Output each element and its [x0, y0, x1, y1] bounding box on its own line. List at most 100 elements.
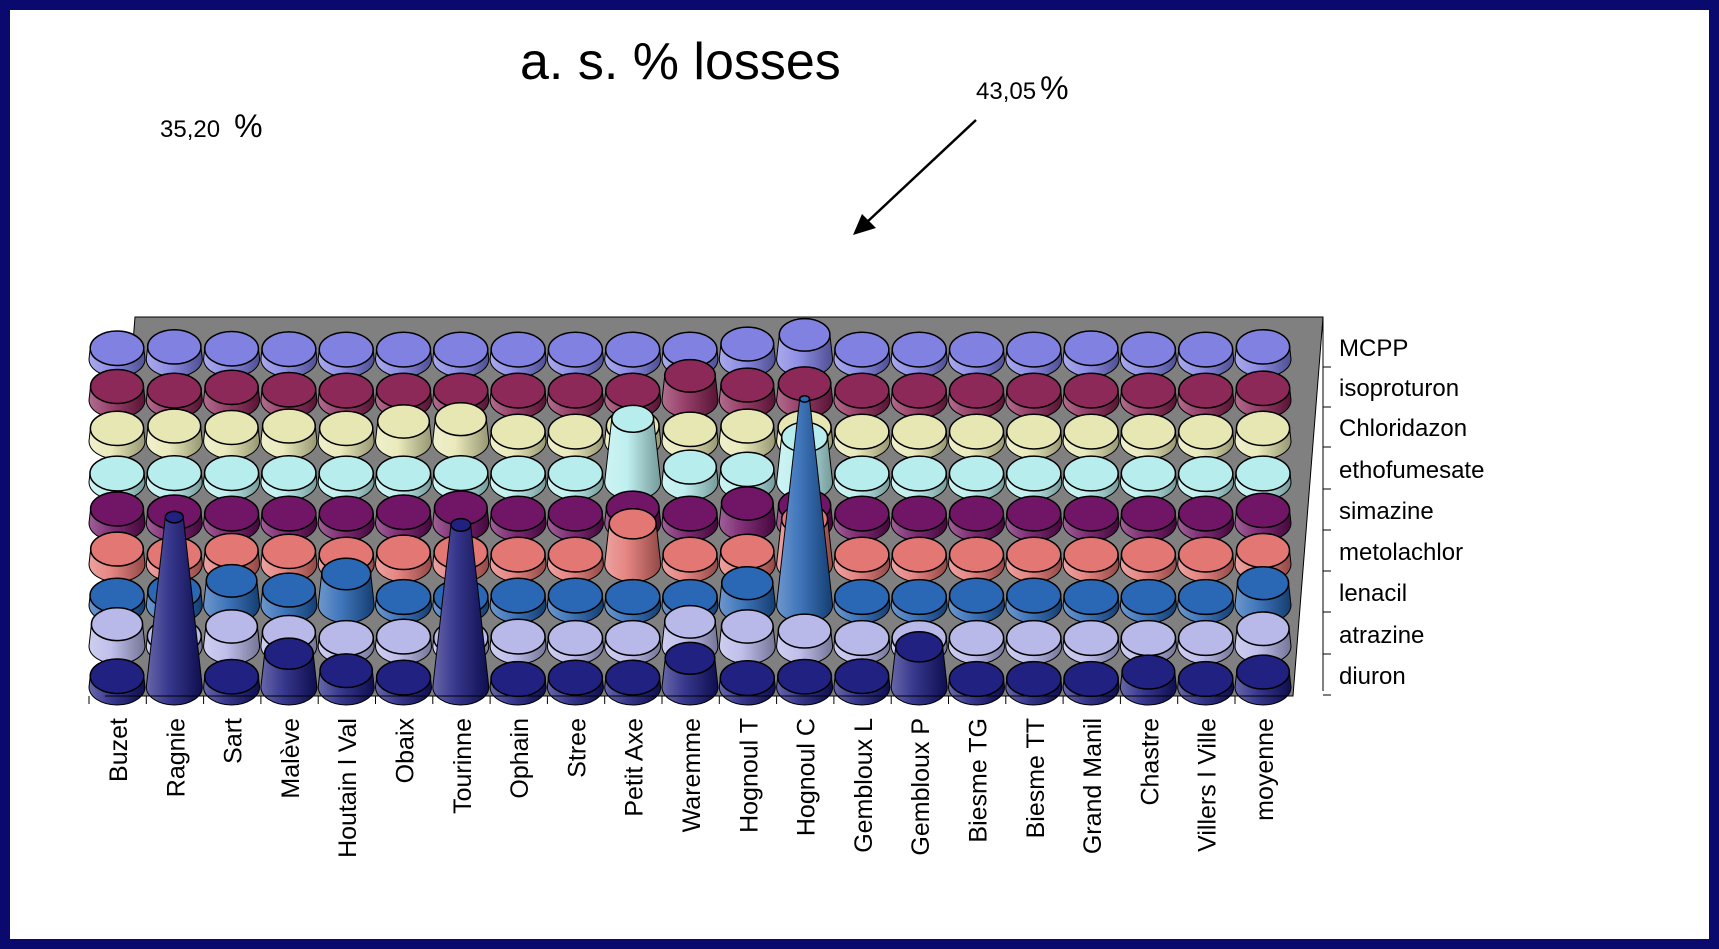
cone-4-5	[374, 494, 433, 542]
cone-top	[205, 563, 258, 598]
cone-top	[1063, 495, 1119, 532]
cone-top	[1235, 654, 1291, 690]
cone-5-17	[1062, 455, 1120, 501]
cone-7-2	[203, 369, 261, 419]
cone-top	[89, 368, 145, 405]
cone-top	[376, 404, 431, 439]
cone-top	[1006, 536, 1062, 573]
cone-top	[891, 578, 948, 616]
cone-top	[605, 372, 661, 409]
cone-4-14	[890, 495, 948, 542]
cone-top	[547, 455, 604, 492]
cone-top	[261, 408, 316, 444]
cone-6-0	[88, 410, 146, 460]
cone-top	[375, 455, 432, 492]
cone-top	[164, 510, 185, 524]
cone-0-1	[145, 510, 203, 706]
cone-7-17	[1062, 372, 1120, 419]
cone-7-9	[604, 372, 662, 419]
cone-7-18	[1119, 372, 1177, 419]
category-label: Malève	[277, 718, 305, 799]
cone-top	[834, 578, 890, 616]
cone-top	[490, 372, 546, 409]
cone-1-16	[1005, 619, 1063, 665]
cone-1-12	[776, 613, 834, 665]
cone-top	[375, 618, 432, 655]
cone-top	[318, 495, 374, 532]
cone-4-3	[260, 495, 318, 542]
cone-top	[1006, 495, 1062, 532]
cone-top	[948, 536, 1005, 573]
cone-0-16	[1005, 660, 1063, 706]
cone-top	[490, 577, 546, 614]
cone-top	[1120, 495, 1177, 532]
cone-top	[1236, 566, 1290, 601]
cone-top	[490, 413, 546, 450]
category-label: Ophain	[506, 718, 534, 799]
cone-5-5	[374, 455, 433, 501]
cone-top	[1120, 619, 1177, 657]
series-label: Chloridazon	[1339, 415, 1467, 442]
cone-0-8	[546, 659, 604, 706]
cone-0-9	[604, 659, 662, 706]
cone-4-0	[88, 491, 146, 542]
category-label: Sart	[220, 718, 248, 764]
cone-top	[320, 557, 372, 591]
cone-3-9	[604, 507, 662, 583]
cone-top	[433, 454, 489, 492]
cone-3-18	[1119, 536, 1177, 583]
cone-1-20	[1234, 611, 1292, 665]
cone-8-16	[1005, 331, 1063, 378]
cone-3-7	[489, 536, 547, 583]
cone-5-8	[546, 455, 604, 501]
cone-top	[433, 331, 489, 368]
cone-top	[547, 413, 604, 450]
cone-4-18	[1119, 495, 1177, 542]
cone-top	[375, 578, 432, 616]
cone-7-13	[833, 372, 891, 419]
cone-top	[1005, 660, 1062, 698]
series-label: lenacil	[1339, 580, 1407, 607]
cone-top	[490, 455, 546, 492]
cone-1-9	[604, 619, 662, 665]
cone-top	[1006, 577, 1062, 614]
cone-2-20	[1234, 566, 1292, 624]
category-label: Houtain l Val	[334, 718, 362, 858]
cone-top	[204, 658, 260, 695]
cone-top	[719, 659, 776, 697]
cone-top	[318, 372, 374, 409]
cone-2-18	[1119, 578, 1177, 624]
cone-top	[720, 486, 774, 521]
cone-top	[1063, 660, 1119, 698]
series-row-3	[88, 503, 1292, 583]
cone-top	[375, 659, 432, 696]
cone-top	[720, 609, 774, 644]
cone-0-17	[1062, 660, 1120, 706]
cone-top	[547, 495, 604, 532]
cone-1-5	[374, 618, 433, 665]
cone-4-19	[1177, 495, 1235, 542]
cone-top	[319, 653, 374, 689]
cone-5-6	[432, 454, 490, 501]
series-label: simazine	[1339, 498, 1434, 525]
series-label: diuron	[1339, 663, 1406, 690]
cone-0-18	[1119, 654, 1177, 706]
cone-top	[1121, 654, 1176, 690]
cone-6-19	[1177, 413, 1235, 460]
cone-top	[1063, 372, 1119, 409]
cone-5-14	[890, 455, 948, 501]
cone-top	[318, 619, 375, 657]
cone-5-11	[718, 451, 776, 501]
cone-top	[948, 455, 1005, 492]
cone-4-7	[489, 495, 547, 542]
cone-top	[608, 507, 657, 540]
cone-5-4	[317, 455, 375, 501]
cone-0-5	[374, 659, 433, 706]
cone-8-6	[432, 331, 490, 378]
cone-4-13	[833, 495, 891, 542]
cone-4-10	[661, 495, 719, 542]
cone-top	[662, 449, 718, 485]
cone-top	[1235, 328, 1291, 365]
cone-top	[834, 495, 890, 532]
cone-top	[547, 577, 604, 614]
